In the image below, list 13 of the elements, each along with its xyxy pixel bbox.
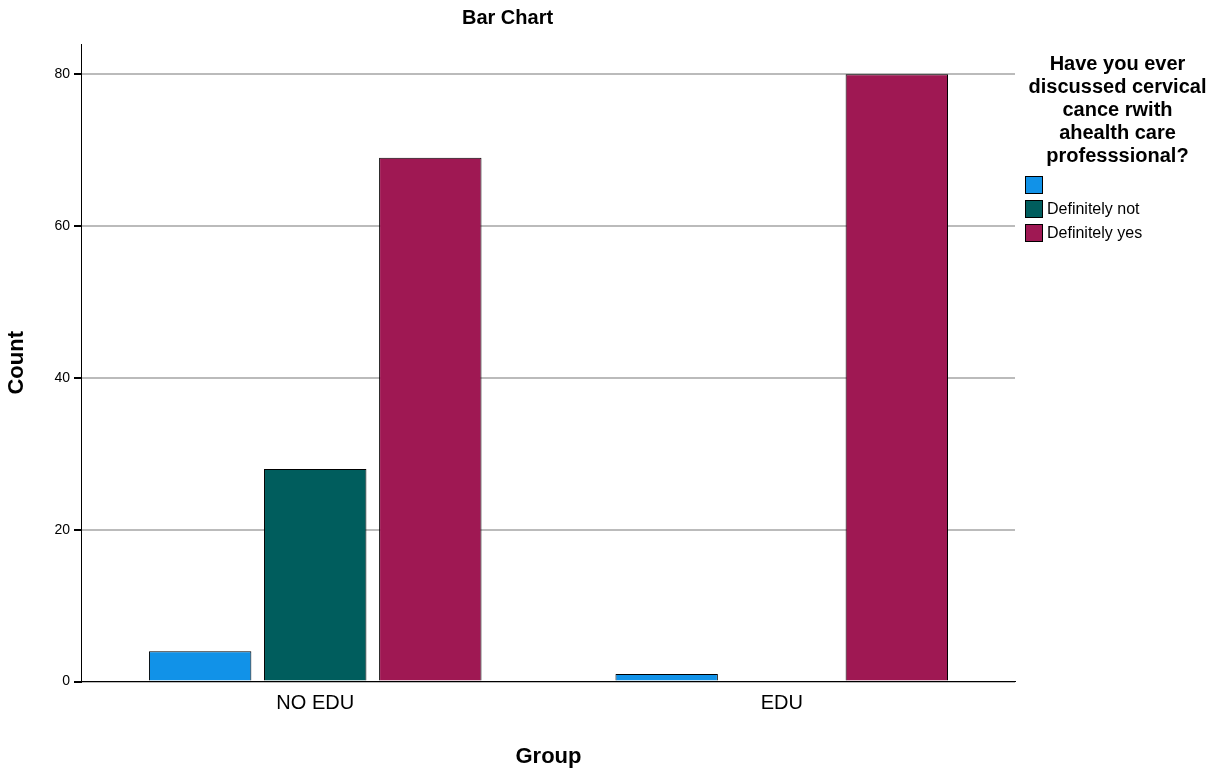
x-tick-label: EDU xyxy=(760,691,803,714)
legend-title: Have you ever discussed cervical cance rwith ahealth care professsional? xyxy=(1027,52,1208,167)
y-tick-label: 40 xyxy=(54,368,71,385)
legend-label: Definitely not xyxy=(1047,200,1140,218)
y-tick-label: 20 xyxy=(54,520,71,537)
y-tick-label: 80 xyxy=(54,65,71,82)
y-tick-label: 60 xyxy=(54,217,71,234)
y-axis-title: Count xyxy=(3,330,29,395)
chart-title: Bar Chart xyxy=(461,5,554,28)
x-axis-title: Group xyxy=(515,742,582,768)
x-tick-label: NO EDU xyxy=(276,691,355,714)
y-tick-label: 0 xyxy=(62,672,71,689)
legend-label: Definitely yes xyxy=(1047,224,1143,242)
